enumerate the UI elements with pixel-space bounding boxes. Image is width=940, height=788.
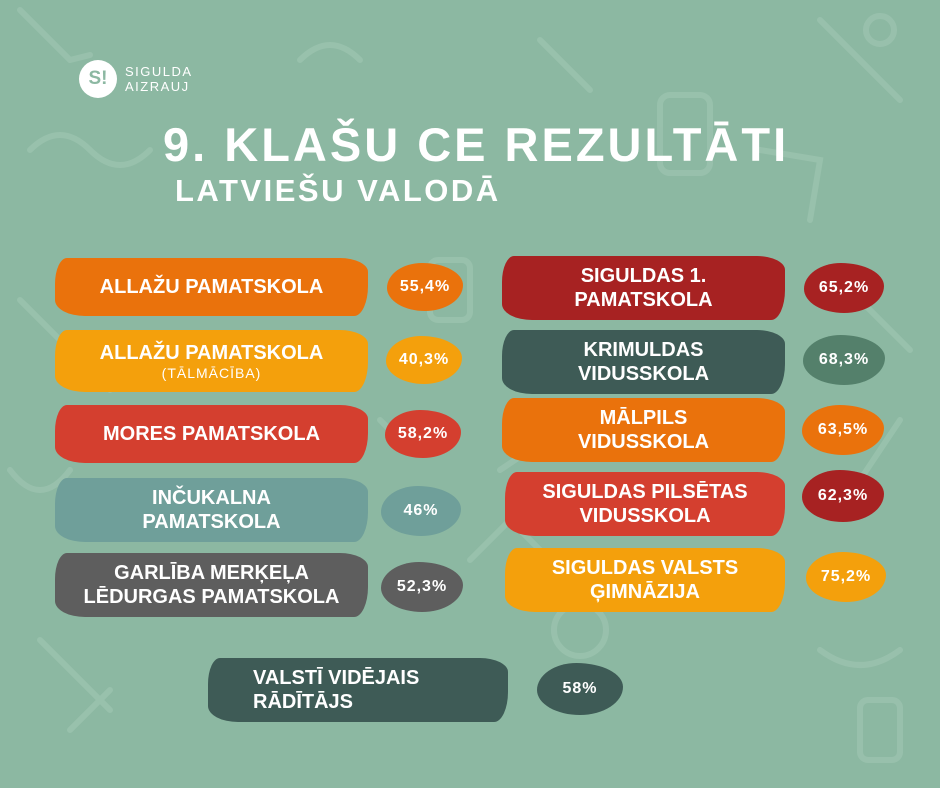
school-label: SIGULDAS PILSĒTAS VIDUSSKOLA — [505, 472, 785, 536]
school-label: ALLAŽU PAMATSKOLA (TĀLMĀCĪBA) — [55, 330, 368, 392]
school-label: KRIMULDAS VIDUSSKOLA — [502, 330, 785, 394]
school-name-2: VIDUSSKOLA — [577, 431, 710, 453]
score-badge: 55,4% — [387, 263, 463, 311]
school-label: GARLĪBA MERĶEĻA LĒDURGAS PAMATSKOLA — [55, 553, 368, 617]
logo-text: SIGULDA AIZRAUJ — [125, 64, 193, 94]
score-badge: 58,2% — [385, 410, 461, 458]
national-name-2: RĀDĪTĀJS — [253, 691, 354, 713]
score-badge: 52,3% — [381, 562, 463, 612]
score-badge: 46% — [381, 486, 461, 536]
logo-line-1: SIGULDA — [125, 64, 193, 79]
school-label: SIGULDAS 1. PAMATSKOLA — [502, 256, 785, 320]
school-label: INČUKALNA PAMATSKOLA — [55, 478, 368, 542]
score-badge: 65,2% — [804, 263, 884, 313]
school-name: ALLAŽU PAMATSKOLA — [99, 342, 324, 364]
page-subtitle: LATVIEŠU VALODĀ — [175, 173, 501, 208]
national-average-label: VALSTĪ VIDĒJAIS RĀDĪTĀJS — [208, 658, 508, 722]
score-badge: 75,2% — [806, 552, 886, 602]
score-badge: 68,3% — [803, 335, 885, 385]
school-name-2: ĢIMNĀZIJA — [590, 581, 700, 603]
page-title: 9. KLAŠU CE REZULTĀTI — [163, 118, 790, 171]
score-badge: 62,3% — [802, 470, 884, 522]
score-badge: 63,5% — [802, 405, 884, 455]
school-name-2: PAMATSKOLA — [574, 289, 713, 311]
school-name: ALLAŽU PAMATSKOLA — [99, 276, 324, 298]
school-label: SIGULDAS VALSTS ĢIMNĀZIJA — [505, 548, 785, 612]
school-name: GARLĪBA MERĶEĻA — [114, 562, 309, 584]
school-label: MĀLPILS VIDUSSKOLA — [502, 398, 785, 462]
school-name: SIGULDAS VALSTS — [551, 557, 739, 579]
logo-mark: S! — [79, 60, 117, 98]
school-name-2: LĒDURGAS PAMATSKOLA — [83, 586, 340, 608]
score-badge: 40,3% — [386, 336, 462, 384]
school-name: SIGULDAS PILSĒTAS — [542, 481, 748, 503]
school-name-2: PAMATSKOLA — [142, 511, 281, 533]
school-label: MORES PAMATSKOLA — [55, 405, 368, 463]
school-name-2: VIDUSSKOLA — [579, 505, 711, 527]
national-name: VALSTĪ VIDĒJAIS — [253, 667, 420, 689]
school-name: MORES PAMATSKOLA — [102, 423, 321, 445]
school-name: MĀLPILS — [599, 407, 688, 429]
logo-line-2: AIZRAUJ — [125, 79, 190, 94]
school-name-2: VIDUSSKOLA — [577, 363, 710, 385]
school-name: INČUKALNA — [152, 487, 271, 509]
school-label: ALLAŽU PAMATSKOLA — [55, 258, 368, 316]
school-name: SIGULDAS 1. — [580, 265, 707, 287]
national-average-badge: 58% — [537, 663, 623, 715]
school-note: (TĀLMĀCĪBA) — [161, 365, 262, 381]
logo: S! SIGULDA AIZRAUJ — [79, 60, 193, 98]
school-name: KRIMULDAS — [583, 339, 704, 361]
